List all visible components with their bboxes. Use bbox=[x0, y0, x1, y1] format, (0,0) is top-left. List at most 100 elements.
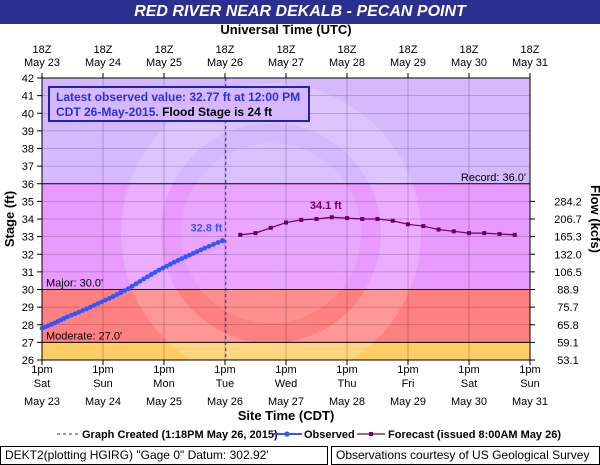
forecast-point bbox=[253, 231, 258, 236]
bottom-tick-time: 1pm bbox=[92, 364, 113, 376]
y-tick-label: 38 bbox=[22, 144, 34, 156]
y-tick-label: 36 bbox=[22, 179, 34, 191]
flow-tick-label: 59.1 bbox=[557, 337, 578, 349]
bottom-tick-day: Sun bbox=[520, 378, 540, 390]
bottom-tick-time: 1pm bbox=[336, 364, 357, 376]
observed-point bbox=[141, 276, 147, 282]
observed-point bbox=[106, 295, 112, 301]
observed-point bbox=[171, 259, 177, 265]
y-tick-label: 42 bbox=[22, 73, 34, 85]
bottom-tick-day: Mon bbox=[153, 378, 174, 390]
forecast-point bbox=[360, 217, 365, 221]
bottom-tick-time: 1pm bbox=[519, 364, 540, 376]
flood-band bbox=[42, 183, 530, 290]
forecast-point bbox=[451, 229, 456, 234]
y-tick-label: 29 bbox=[22, 302, 34, 314]
observed-point bbox=[190, 250, 196, 256]
forecast-point bbox=[482, 231, 487, 236]
bottom-tick-day: Fri bbox=[402, 378, 415, 390]
observed-point bbox=[133, 281, 139, 287]
top-tick-label: 18Z bbox=[155, 44, 174, 56]
observed-point bbox=[175, 258, 181, 263]
forecast-point bbox=[314, 217, 319, 221]
bottom-tick-date: May 30 bbox=[451, 396, 487, 408]
bottom-tick-day: Sun bbox=[93, 378, 113, 390]
y-tick-label: 30 bbox=[22, 285, 34, 297]
legend-forecast-label: Forecast (issued 8:00AM May 26) bbox=[388, 429, 561, 441]
top-tick-date: May 26 bbox=[207, 57, 243, 69]
top-tick-date: May 30 bbox=[451, 57, 487, 69]
observed-point bbox=[187, 252, 192, 258]
observed-point bbox=[183, 254, 189, 260]
top-tick-date: May 27 bbox=[268, 57, 304, 69]
observed-point bbox=[68, 312, 74, 318]
observed-point bbox=[219, 238, 226, 244]
top-tick-date: May 31 bbox=[512, 57, 548, 69]
top-axis-title: Universal Time (UTC) bbox=[220, 24, 351, 37]
legend-forecast-marker bbox=[369, 432, 373, 436]
forecast-point bbox=[497, 231, 502, 236]
bottom-tick-date: May 28 bbox=[329, 396, 365, 408]
y2-axis-title: Flow (kcfs) bbox=[588, 185, 600, 253]
observed-point bbox=[76, 309, 82, 315]
flow-tick-label: 53.1 bbox=[557, 355, 578, 367]
forecast-point bbox=[329, 215, 334, 220]
observed-point bbox=[215, 240, 221, 245]
observed-point bbox=[206, 243, 212, 249]
top-tick-date: May 29 bbox=[390, 57, 426, 69]
bottom-tick-date: May 25 bbox=[146, 396, 182, 408]
flow-tick-label: 75.7 bbox=[557, 302, 578, 314]
observed-point bbox=[156, 267, 162, 273]
threshold-label-record: Record: 36.0' bbox=[461, 172, 526, 184]
bottom-tick-time: 1pm bbox=[31, 364, 52, 376]
forecast-point bbox=[268, 225, 273, 230]
observed-point bbox=[137, 278, 143, 284]
top-tick-date: May 28 bbox=[329, 57, 365, 69]
y-tick-label: 40 bbox=[22, 108, 34, 120]
flow-tick-label: 206.7 bbox=[554, 214, 582, 226]
flow-tick-label: 284.2 bbox=[554, 196, 582, 208]
forecast-point bbox=[284, 220, 288, 225]
observed-point bbox=[148, 272, 154, 277]
observed-point bbox=[129, 283, 135, 289]
bottom-tick-date: May 23 bbox=[24, 396, 60, 408]
top-tick-label: 18Z bbox=[216, 44, 235, 56]
latest-observation-box: Latest observed value: 32.77 ft at 12:00… bbox=[48, 86, 310, 122]
forecast-point bbox=[390, 218, 395, 223]
legend-observed-marker bbox=[284, 431, 290, 437]
top-tick-label: 18Z bbox=[94, 44, 113, 56]
top-tick-label: 18Z bbox=[338, 44, 357, 56]
bottom-tick-day: Wed bbox=[275, 378, 297, 390]
major-band bbox=[42, 289, 530, 343]
y-tick-label: 32 bbox=[22, 249, 34, 261]
observed-point bbox=[114, 292, 120, 297]
forecast-point bbox=[467, 231, 471, 236]
y-tick-label: 31 bbox=[22, 267, 34, 279]
observed-point bbox=[152, 269, 158, 275]
latest-observation-line1: Latest observed value: 32.77 ft at 12:00… bbox=[56, 90, 301, 104]
bottom-tick-date: May 26 bbox=[207, 396, 243, 408]
observed-point bbox=[122, 288, 128, 294]
y-tick-label: 27 bbox=[22, 337, 34, 349]
legend-created-label: Graph Created (1:18PM May 26, 2015) bbox=[82, 429, 278, 441]
observed-point bbox=[80, 308, 86, 314]
flow-tick-label: 88.9 bbox=[557, 285, 578, 297]
chart-title: RED RIVER NEAR DEKALB - PECAN POINT bbox=[0, 0, 600, 24]
top-tick-date: May 25 bbox=[146, 57, 182, 69]
forecast-point bbox=[299, 217, 304, 222]
observed-peak-label: 32.8 ft bbox=[191, 223, 223, 235]
observed-point bbox=[211, 241, 216, 247]
observed-point bbox=[198, 247, 204, 253]
top-tick-label: 18Z bbox=[399, 44, 418, 56]
observed-point bbox=[194, 249, 200, 255]
observed-point bbox=[87, 304, 93, 310]
observed-point bbox=[167, 261, 173, 267]
forecast-point bbox=[238, 232, 243, 237]
footer-datum: DEKT2(plotting HGIRG) "Gage 0" Datum: 30… bbox=[0, 446, 328, 465]
bottom-tick-date: May 27 bbox=[268, 396, 304, 408]
flow-tick-label: 106.5 bbox=[554, 267, 582, 279]
observed-point bbox=[99, 299, 105, 305]
top-tick-label: 18Z bbox=[33, 44, 52, 56]
top-tick-label: 18Z bbox=[460, 44, 479, 56]
threshold-label-moderate: Moderate: 27.0' bbox=[46, 330, 122, 342]
